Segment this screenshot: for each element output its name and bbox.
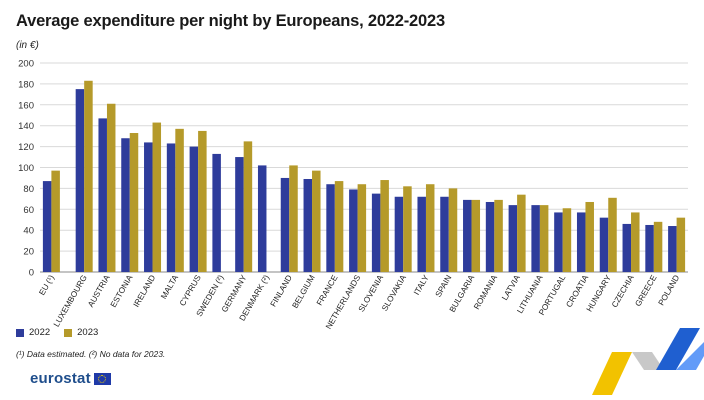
bar-2022-5 <box>166 143 176 272</box>
bar-2023-1 <box>84 80 93 272</box>
bar-2022-14 <box>371 193 381 272</box>
bar-2022-20 <box>508 205 518 272</box>
bar-2022-17 <box>440 196 449 272</box>
bar-2023-25 <box>631 212 640 272</box>
y-tick-label-100: 100 <box>18 163 34 174</box>
y-tick-label-160: 160 <box>18 100 34 111</box>
bar-2022-21 <box>531 205 540 272</box>
bar-2023-20 <box>517 194 526 272</box>
bar-2023-6 <box>198 130 207 272</box>
eurostat-wordmark: eurostat <box>30 370 91 387</box>
legend-item-2023: 2023 <box>64 327 98 338</box>
bar-2023-16 <box>425 184 435 272</box>
bar-2022-25 <box>622 223 632 272</box>
y-tick-label-80: 80 <box>23 184 34 195</box>
bar-2022-13 <box>349 189 358 272</box>
bar-2023-18 <box>471 199 481 272</box>
bar-2022-9 <box>257 165 267 272</box>
bar-2022-3 <box>121 138 130 272</box>
bar-2023-24 <box>608 197 617 272</box>
bar-2023-0 <box>51 170 60 272</box>
bar-2022-26 <box>645 224 654 272</box>
bar-2023-22 <box>562 208 572 272</box>
bar-2022-22 <box>554 212 563 272</box>
bar-2023-3 <box>129 133 139 272</box>
legend-item-2022: 2022 <box>16 327 50 338</box>
bar-2022-6 <box>189 146 199 272</box>
bar-2023-19 <box>494 199 503 272</box>
eurostat-logo: eurostat <box>30 370 111 387</box>
bar-2022-2 <box>98 118 107 272</box>
footnote: (¹) Data estimated. (²) No data for 2023… <box>16 349 166 359</box>
bar-2022-24 <box>599 217 609 272</box>
y-tick-label-120: 120 <box>18 142 34 153</box>
y-tick-label-60: 60 <box>23 205 34 216</box>
bar-2023-10 <box>289 165 298 272</box>
bar-2022-4 <box>144 142 153 272</box>
bar-2023-14 <box>380 180 389 272</box>
bar-2022-11 <box>303 178 313 272</box>
y-tick-label-180: 180 <box>18 79 34 90</box>
bar-2023-27 <box>676 217 686 272</box>
y-tick-label-140: 140 <box>18 121 34 132</box>
y-tick-label-200: 200 <box>18 59 34 70</box>
bar-2023-23 <box>585 201 594 272</box>
bar-2022-16 <box>417 196 426 272</box>
bar-2023-4 <box>152 122 162 272</box>
bar-2022-15 <box>394 196 404 272</box>
legend-label-2023: 2023 <box>77 327 99 338</box>
bar-2022-27 <box>668 226 677 272</box>
bar-2023-2 <box>106 103 116 272</box>
bar-2023-13 <box>357 184 367 272</box>
y-tick-label-20: 20 <box>23 247 34 258</box>
chart-legend: 2022 2023 <box>16 327 112 338</box>
legend-label-2022: 2022 <box>29 327 51 338</box>
bar-2023-11 <box>312 170 321 272</box>
bar-2023-12 <box>334 181 344 272</box>
bar-2022-12 <box>326 184 335 272</box>
bar-2023-8 <box>243 141 253 272</box>
y-tick-label-0: 0 <box>29 268 34 279</box>
page-title: Average expenditure per night by Europea… <box>16 12 445 30</box>
bar-2022-7 <box>212 153 221 272</box>
bar-2022-10 <box>280 177 290 272</box>
legend-swatch-2022 <box>16 328 24 337</box>
bar-2023-15 <box>403 186 412 272</box>
bar-2023-21 <box>539 205 549 272</box>
bar-2022-23 <box>576 212 586 272</box>
bar-2022-18 <box>463 199 472 272</box>
unit-subtitle: (in €) <box>16 40 39 51</box>
bar-2023-26 <box>653 221 663 272</box>
eu-flag-icon <box>93 372 111 385</box>
y-tick-label-40: 40 <box>23 226 34 237</box>
bar-2023-5 <box>175 128 184 272</box>
bar-2022-19 <box>485 201 495 272</box>
legend-swatch-2023 <box>64 328 73 337</box>
bar-2022-0 <box>42 181 52 272</box>
bar-2022-1 <box>75 89 85 272</box>
bar-2023-17 <box>448 188 458 272</box>
bar-2022-8 <box>235 157 244 272</box>
